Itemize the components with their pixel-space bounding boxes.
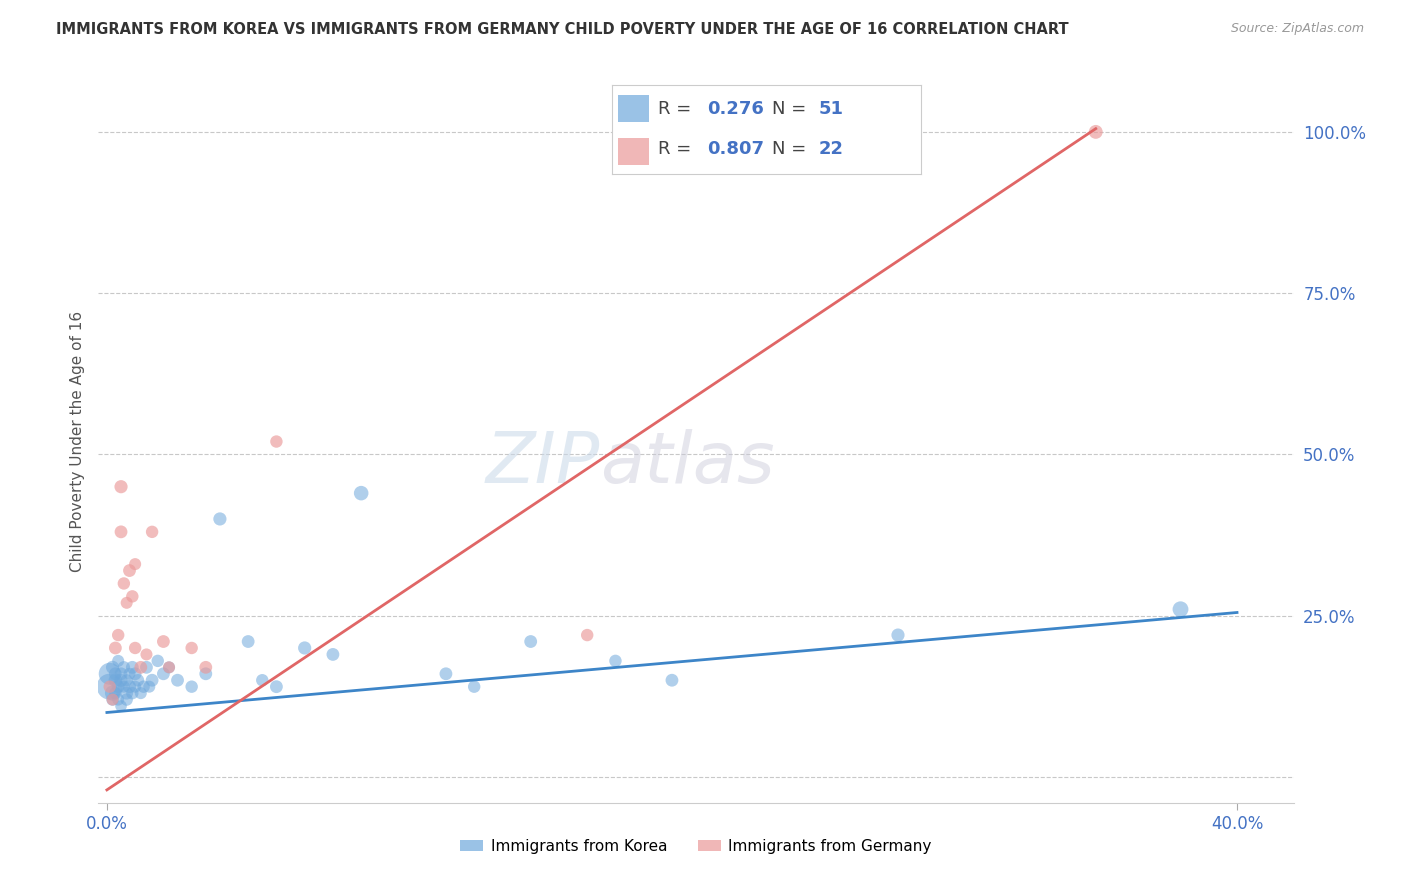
Point [104, 686, 127, 700]
Point [208, 512, 231, 526]
Point [887, 628, 910, 642]
Point [238, 634, 260, 648]
Point [157, 660, 180, 674]
Point [98, 680, 121, 694]
Point [661, 673, 683, 688]
Point [129, 686, 152, 700]
Point [98, 666, 121, 681]
Point [101, 660, 124, 674]
Point [127, 673, 149, 688]
Point [124, 640, 146, 655]
Text: 0.807: 0.807 [707, 140, 765, 159]
Point [124, 557, 146, 571]
Point [110, 666, 132, 681]
Point [194, 660, 217, 674]
Point [112, 576, 135, 591]
Text: atlas: atlas [600, 429, 775, 498]
Point [138, 680, 160, 694]
Bar [617, 138, 648, 165]
Point [101, 692, 124, 706]
Point [252, 673, 274, 688]
Point [121, 686, 143, 700]
Point [115, 673, 138, 688]
Point [463, 680, 485, 694]
Point [146, 654, 169, 668]
Point [180, 640, 202, 655]
Text: 22: 22 [818, 140, 844, 159]
Point [118, 564, 141, 578]
Text: 0.276: 0.276 [707, 100, 765, 119]
Point [124, 666, 146, 681]
Point [118, 680, 141, 694]
Point [104, 673, 127, 688]
Point [101, 692, 124, 706]
Point [266, 680, 288, 694]
Point [350, 486, 373, 500]
Point [166, 673, 188, 688]
Point [118, 666, 141, 681]
Point [266, 434, 288, 449]
Text: R =: R = [658, 100, 697, 119]
Point [112, 660, 135, 674]
Point [107, 692, 129, 706]
Point [157, 660, 180, 674]
Point [180, 680, 202, 694]
Point [519, 634, 541, 648]
Point [135, 660, 157, 674]
Text: N =: N = [772, 100, 813, 119]
Point [107, 680, 129, 694]
Y-axis label: Child Poverty Under the Age of 16: Child Poverty Under the Age of 16 [69, 311, 84, 572]
Point [104, 666, 127, 681]
Point [194, 666, 217, 681]
Point [135, 648, 157, 662]
Text: ZIP: ZIP [486, 429, 600, 498]
Legend: Immigrants from Korea, Immigrants from Germany: Immigrants from Korea, Immigrants from G… [454, 833, 938, 860]
Point [152, 634, 174, 648]
Point [1170, 602, 1192, 616]
Point [605, 654, 627, 668]
Text: R =: R = [658, 140, 697, 159]
Point [576, 628, 599, 642]
Point [98, 680, 121, 694]
Point [115, 686, 138, 700]
Point [101, 686, 124, 700]
Text: IMMIGRANTS FROM KOREA VS IMMIGRANTS FROM GERMANY CHILD POVERTY UNDER THE AGE OF : IMMIGRANTS FROM KOREA VS IMMIGRANTS FROM… [56, 22, 1069, 37]
Point [115, 692, 138, 706]
Point [124, 680, 146, 694]
Text: Source: ZipAtlas.com: Source: ZipAtlas.com [1230, 22, 1364, 36]
Bar [617, 95, 648, 122]
Text: 51: 51 [818, 100, 844, 119]
Point [129, 660, 152, 674]
Point [104, 640, 127, 655]
Point [1084, 125, 1107, 139]
Point [107, 654, 129, 668]
Point [121, 590, 143, 604]
Point [115, 596, 138, 610]
Point [132, 680, 155, 694]
Point [110, 524, 132, 539]
Point [107, 628, 129, 642]
Point [141, 524, 163, 539]
Point [121, 660, 143, 674]
Point [112, 680, 135, 694]
Point [294, 640, 316, 655]
Point [434, 666, 457, 681]
Point [110, 699, 132, 714]
Point [110, 480, 132, 494]
Text: N =: N = [772, 140, 813, 159]
Point [152, 666, 174, 681]
Point [322, 648, 344, 662]
Point [141, 673, 163, 688]
Point [110, 673, 132, 688]
